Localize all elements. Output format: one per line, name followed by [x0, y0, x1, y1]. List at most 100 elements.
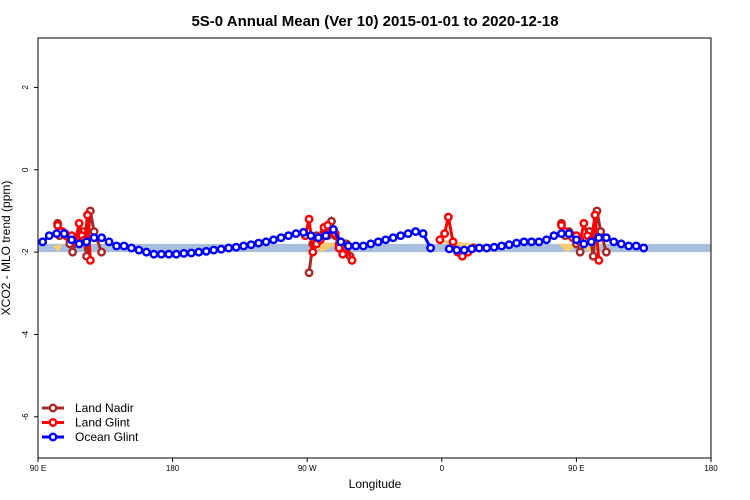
- land-nadir-point: [304, 268, 314, 278]
- x-tick-label: 90 W: [298, 464, 317, 473]
- ocean-glint-point: [44, 231, 54, 241]
- land-nadir-point: [588, 251, 598, 261]
- ocean-band: [38, 243, 711, 253]
- y-tick-label: -2: [21, 248, 30, 256]
- land-nadir-point: [68, 247, 78, 257]
- ocean-glint-point: [164, 249, 174, 259]
- ocean-glint-point: [489, 242, 499, 252]
- land-nadir-point: [97, 247, 107, 257]
- ocean-glint-point: [74, 239, 84, 249]
- x-axis-ticks: 90 E 180 90 W 0 90 E 180: [30, 458, 718, 473]
- x-tick-label: 180: [166, 464, 180, 473]
- x-tick-label: 180: [704, 464, 718, 473]
- ocean-glint-point: [343, 241, 353, 251]
- land-glint-point: [323, 220, 333, 230]
- ocean-glint-point: [459, 245, 469, 255]
- ocean-glint-point: [89, 233, 99, 243]
- ocean-glint-point: [134, 245, 144, 255]
- ocean-glint-point: [411, 227, 421, 236]
- ocean-glint-point: [194, 247, 204, 257]
- y-tick-label: -6: [21, 413, 30, 421]
- ocean-glint-point: [418, 229, 428, 239]
- ocean-glint-point: [186, 248, 196, 258]
- ocean-glint-point: [609, 237, 619, 247]
- ocean-glint-point: [254, 238, 264, 248]
- ocean-glint-point: [512, 238, 522, 248]
- ocean-glint-point: [403, 229, 413, 239]
- ocean-glint-point: [542, 235, 551, 245]
- land-glint-point: [53, 220, 63, 230]
- x-axis-label: Longitude: [349, 477, 402, 491]
- land-patch: [52, 243, 63, 253]
- ocean-glint-point: [127, 243, 136, 253]
- legend-label-ocean-glint: Ocean Glint: [75, 430, 139, 444]
- ocean-glint-point: [306, 231, 316, 241]
- ocean-glint-point: [351, 241, 361, 251]
- chart-title: 5S-0 Annual Mean (Ver 10) 2015-01-01 to …: [191, 13, 558, 30]
- land-glint-point: [347, 255, 357, 265]
- y-tick-label: 2: [21, 85, 30, 90]
- ocean-glint-point: [594, 233, 604, 243]
- y-axis-ticks: -6 -4 -2 0 2: [21, 85, 38, 421]
- ocean-glint-point: [97, 233, 107, 243]
- ocean-glint-point: [52, 229, 62, 239]
- legend-label-land-nadir: Land Nadir: [75, 401, 134, 415]
- ocean-glint-point: [171, 249, 181, 259]
- ocean-glint-point: [482, 243, 492, 253]
- land-glint-point: [435, 235, 445, 245]
- ocean-glint-point: [571, 235, 581, 245]
- ocean-glint-point: [497, 241, 507, 251]
- ocean-glint-point: [149, 249, 159, 259]
- ocean-glint-point: [119, 241, 129, 251]
- ocean-glint-point: [527, 237, 536, 247]
- ocean-glint-point: [639, 243, 649, 253]
- ocean-glint-point: [336, 237, 346, 247]
- ocean-glint-point: [624, 241, 634, 251]
- x-tick-label: 90 E: [30, 464, 46, 473]
- ocean-glint-point: [112, 241, 121, 251]
- ocean-glint-point: [299, 227, 308, 237]
- ocean-glint-point: [474, 243, 484, 253]
- ocean-glint-point: [231, 242, 241, 252]
- land-glint-point: [308, 247, 318, 257]
- ocean-glint-point: [141, 247, 151, 257]
- ocean-glint-point: [381, 235, 391, 245]
- ocean-glint-point: [224, 243, 234, 253]
- ocean-glint-point: [519, 237, 529, 247]
- legend-marker-land-glint: [48, 418, 58, 427]
- ocean-glint-point: [261, 237, 271, 247]
- land-glint-point: [83, 210, 92, 220]
- ocean-glint-point: [269, 235, 278, 245]
- ocean-glint-point: [82, 237, 92, 247]
- ocean-glint-point: [452, 245, 462, 255]
- ocean-glint-point: [156, 249, 166, 259]
- ocean-glint-point: [564, 229, 574, 239]
- y-tick-label: 0: [21, 167, 30, 172]
- legend-marker-ocean-glint: [48, 432, 58, 442]
- ocean-glint-point: [388, 233, 398, 243]
- land-glint-point: [440, 229, 450, 239]
- land-nadir-point: [575, 247, 585, 257]
- ocean-glint-point: [616, 239, 626, 249]
- ocean-glint-point: [373, 237, 383, 247]
- ocean-glint-point: [104, 237, 114, 247]
- ocean-glint-point: [328, 225, 338, 234]
- ocean-glint-point: [216, 244, 226, 254]
- land-glint-point: [594, 255, 604, 265]
- land-glint-point: [556, 220, 566, 230]
- legend-marker-land-nadir: [48, 403, 58, 413]
- legend-label-land-glint: Land Glint: [75, 416, 130, 430]
- ocean-glint-point: [579, 239, 589, 249]
- land-glint-point: [443, 212, 453, 222]
- ocean-glint-point: [586, 237, 596, 247]
- ocean-glint-point: [467, 244, 477, 254]
- ocean-glint-point: [291, 229, 301, 239]
- ocean-glint-point: [38, 237, 48, 247]
- ocean-glint-point: [631, 241, 641, 251]
- ocean-glint-point: [358, 241, 368, 251]
- land-nadir-point: [601, 247, 611, 257]
- ocean-glint-point: [321, 231, 331, 241]
- ocean-glint-point: [179, 248, 189, 258]
